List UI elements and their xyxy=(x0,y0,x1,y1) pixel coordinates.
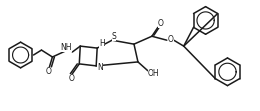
Text: O: O xyxy=(168,35,174,44)
Text: O: O xyxy=(158,19,164,28)
Text: NH: NH xyxy=(61,43,72,52)
Text: OH: OH xyxy=(148,69,160,78)
Text: O: O xyxy=(46,67,51,76)
Text: H: H xyxy=(99,39,105,48)
Text: S: S xyxy=(112,32,116,41)
Text: N: N xyxy=(97,63,103,72)
Text: O: O xyxy=(68,74,74,83)
